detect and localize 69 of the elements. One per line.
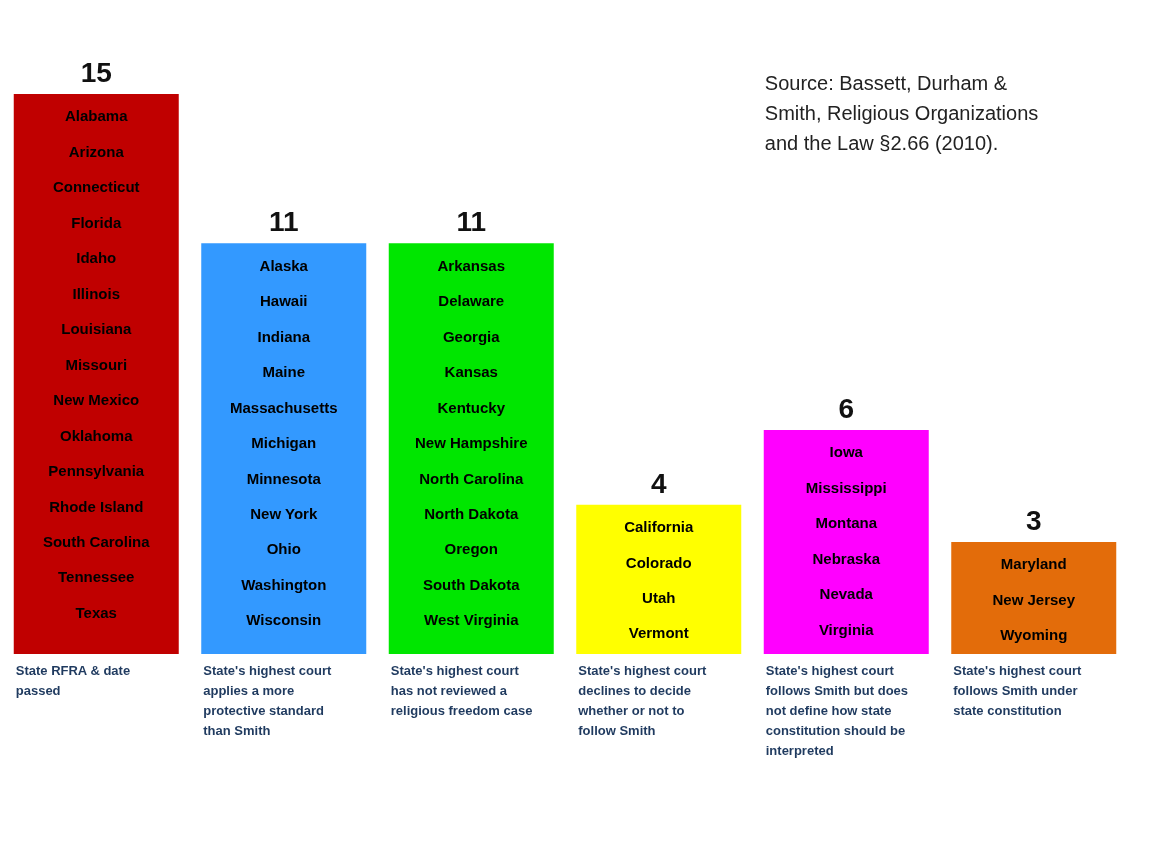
annotation: New Jersey	[992, 590, 1076, 608]
bar	[763, 430, 929, 654]
annotation: Arkansas	[437, 256, 506, 274]
x-tick-label: State's highest court follows Smith under state constitution	[953, 662, 1082, 718]
annotation: Ohio	[266, 540, 301, 558]
data-label: 15	[80, 57, 112, 88]
annotation: Oregon	[444, 540, 498, 558]
annotation: Source: Bassett, Durham & Smith, Religious Organizations and the Law §2.66 (2010).	[764, 72, 1039, 154]
annotation: Louisiana	[61, 320, 132, 338]
annotation: Washington	[241, 575, 327, 593]
annotation: Alabama	[64, 107, 129, 125]
annotation: Tennessee	[58, 568, 135, 586]
data-label: 3	[1025, 505, 1042, 536]
annotation: Connecticut	[52, 178, 140, 196]
data-label: 4	[650, 467, 667, 499]
annotation: Georgia	[442, 327, 501, 345]
annotation: New Hampshire	[414, 434, 528, 452]
annotation: New Mexico	[53, 391, 140, 409]
annotation: Hawaii	[259, 292, 308, 310]
bar	[576, 504, 742, 654]
annotation: West Virginia	[424, 611, 520, 629]
bar	[201, 243, 367, 654]
annotation: Nebraska	[812, 549, 881, 567]
annotation: Indiana	[257, 327, 311, 345]
annotation: South Carolina	[42, 533, 151, 550]
annotation: Texas	[75, 603, 117, 621]
annotation: North Dakota	[424, 505, 519, 522]
annotation: Florida	[71, 213, 122, 231]
annotation: Rhode Island	[49, 497, 144, 515]
annotation: Minnesota	[246, 469, 322, 487]
annotation: Montana	[815, 514, 878, 532]
annotation: Mississippi	[805, 478, 887, 496]
annotation: New York	[250, 505, 318, 522]
annotation: California	[624, 518, 694, 536]
annotation: Kentucky	[437, 398, 506, 416]
annotation: Arizona	[68, 142, 125, 160]
annotation: Delaware	[438, 292, 505, 310]
annotation: Colorado	[625, 553, 692, 571]
x-tick-label: State RFRA & date passed	[15, 662, 131, 698]
annotation: Utah	[642, 589, 676, 606]
data-label: 11	[268, 206, 299, 238]
annotation: South Dakota	[422, 575, 521, 593]
data-label: 6	[838, 393, 855, 424]
annotation: Kansas	[444, 363, 498, 381]
annotation: Massachusetts	[229, 398, 338, 416]
data-label: 11	[456, 206, 487, 238]
annotation: Maine	[262, 363, 306, 381]
annotation: Oklahoma	[59, 426, 134, 444]
annotation: Idaho	[76, 249, 117, 267]
bar	[388, 243, 554, 654]
x-tick-label: State's highest court applies a more protective standard than Smith	[203, 662, 332, 738]
annotation: Pennsylvania	[48, 462, 145, 480]
x-tick-label: State's highest court has not reviewed a religious freedom case	[390, 662, 533, 718]
annotation: Wisconsin	[246, 611, 322, 629]
annotation: Missouri	[65, 355, 128, 373]
annotation: Wyoming	[1000, 626, 1068, 644]
annotation: North Carolina	[419, 469, 524, 487]
x-tick-label: State's highest court follows Smith but does not define how state constitution should be interpreted	[765, 662, 909, 758]
bar	[13, 94, 179, 654]
x-tick-label: State's highest court declines to decide whether or not to follow Smith	[577, 662, 707, 738]
annotation: Illinois	[72, 284, 121, 302]
annotation: Alaska	[259, 256, 309, 274]
annotation: Iowa	[829, 443, 864, 461]
annotation: Virginia	[818, 620, 875, 638]
annotation: Nevada	[819, 585, 874, 603]
annotation: Vermont	[628, 624, 689, 642]
annotation: Maryland	[1000, 555, 1067, 573]
annotation: Michigan	[251, 434, 317, 452]
bar	[951, 542, 1117, 654]
